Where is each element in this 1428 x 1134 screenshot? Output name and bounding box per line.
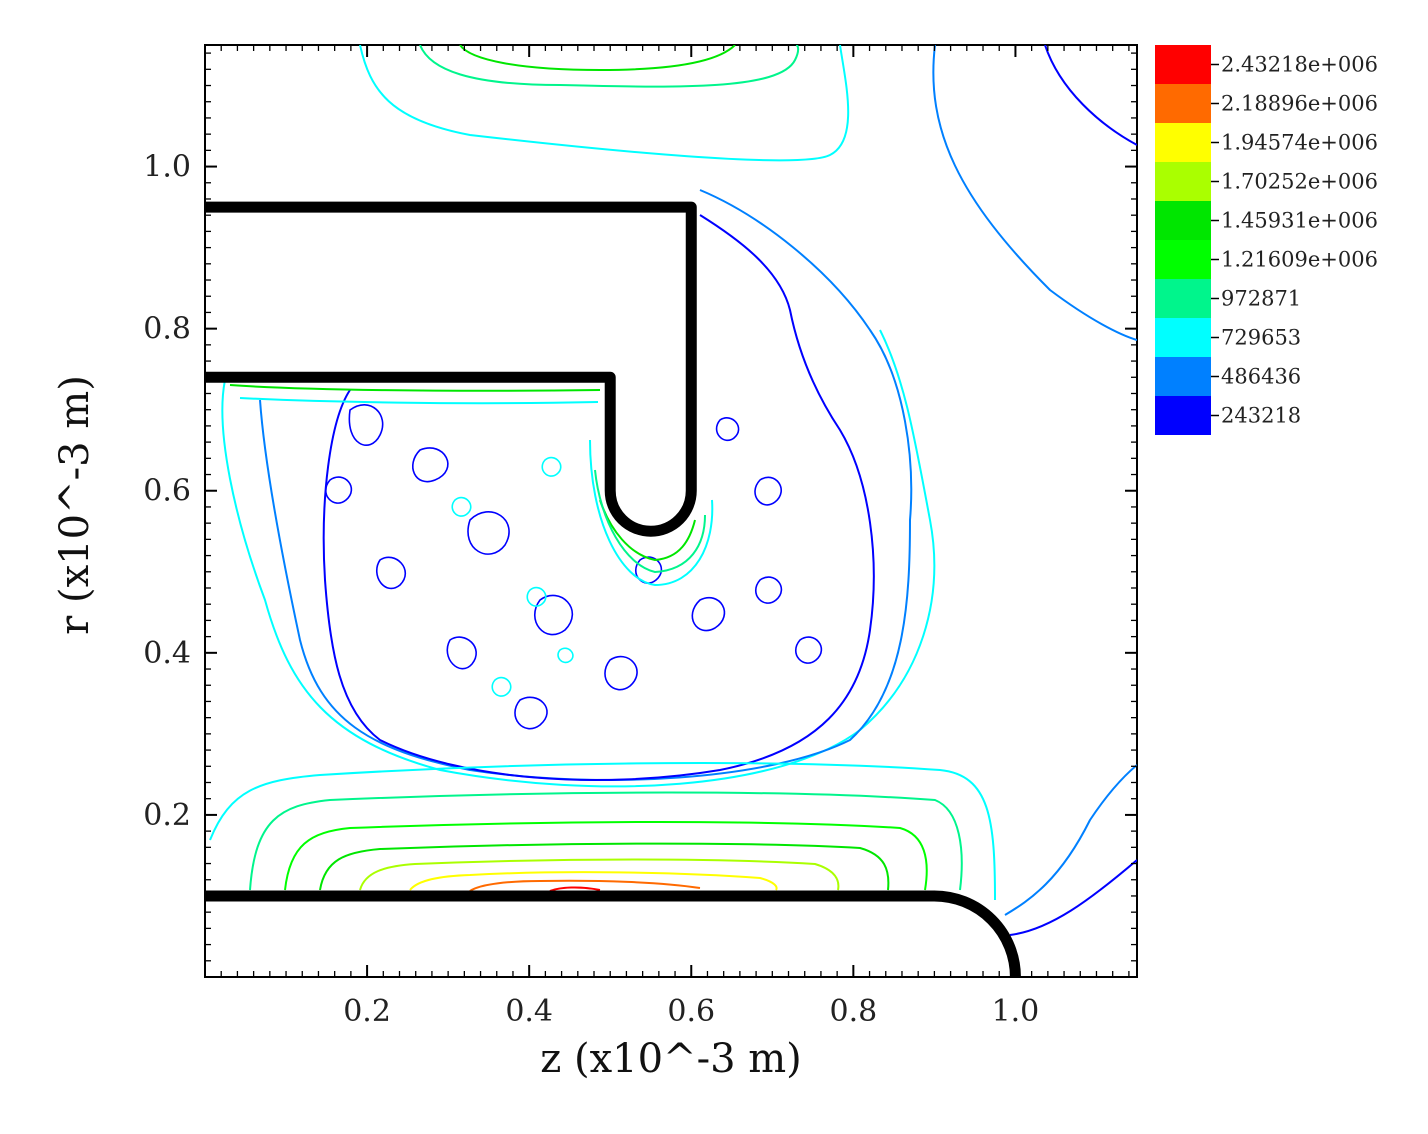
lower-electrode [205, 890, 1021, 978]
x-tick-label: 0.6 [667, 994, 715, 1029]
contour-under-upper-2 [239, 397, 599, 405]
contour-top-outer [359, 45, 850, 162]
colorbar-swatch [1155, 162, 1211, 201]
contour-br-1 [1004, 764, 1137, 916]
x-tick-label: 0.4 [505, 994, 553, 1029]
contour-under-upper [229, 384, 601, 392]
x-tick-label: 0.2 [343, 994, 391, 1029]
y-tick-label: 0.4 [143, 636, 191, 671]
contour-bottom-3 [284, 821, 928, 891]
colorbar-label: 243218 [1221, 404, 1301, 428]
colorbar-label: 2.43218e+006 [1221, 53, 1378, 77]
y-axis-title: r (x10^-3 m) [52, 375, 98, 635]
y-tick-label: 0.6 [143, 474, 191, 509]
y-tick-label: 0.2 [143, 798, 191, 833]
colorbar-label: 1.70252e+006 [1221, 170, 1378, 194]
contour-tip-3 [589, 439, 714, 587]
y-tick-label: 0.8 [143, 312, 191, 347]
colorbar-swatch [1155, 396, 1211, 435]
colorbar-swatch [1155, 357, 1211, 396]
contour-lobe-inner [322, 214, 875, 781]
upper-electrode [205, 201, 697, 537]
contour-bottom-8 [549, 886, 601, 892]
colorbar-label: 1.45931e+006 [1221, 209, 1378, 233]
x-axis-ticks: 0.2 0.4 0.6 0.8 1.0 [220, 45, 1130, 1029]
colorbar-swatch [1155, 201, 1211, 240]
colorbar-label: 2.18896e+006 [1221, 92, 1378, 116]
contour-right-1 [932, 45, 1137, 341]
colorbar-legend: 2.43218e+006 2.18896e+006 1.94574e+006 1.70… [1155, 45, 1378, 435]
colorbar-swatch [1155, 318, 1211, 357]
contour-interior-hotspots [451, 456, 574, 697]
y-tick-label: 1.0 [143, 150, 191, 185]
colorbar-label: 729653 [1221, 326, 1301, 350]
contour-bottom-2 [249, 791, 963, 891]
colorbar-swatch [1155, 240, 1211, 279]
contour-tip-2 [594, 469, 706, 574]
y-axis-ticks: 0.2 0.4 0.6 0.8 1.0 [143, 52, 1137, 962]
contour-right-2 [1044, 45, 1137, 146]
colorbar-swatch [1155, 84, 1211, 123]
contour-lobe-mid [259, 189, 913, 781]
contour-bottom-6 [409, 871, 778, 891]
contour-bottom-4 [319, 842, 890, 891]
contour-lobe-outer [221, 329, 936, 788]
colorbar-label: 486436 [1221, 365, 1301, 389]
x-tick-label: 1.0 [992, 994, 1040, 1029]
contour-top-mid [419, 45, 800, 88]
colorbar-label: 1.21609e+006 [1221, 248, 1378, 272]
contour-tip-1 [599, 499, 696, 562]
colorbar-swatch [1155, 279, 1211, 318]
contour-br-2 [1009, 859, 1137, 936]
contour-interior-blobs [324, 404, 823, 730]
contour-bottom-5 [359, 858, 840, 891]
contour-bottom-1 [209, 762, 996, 901]
contour-top-inner [459, 45, 736, 72]
colorbar-swatch [1155, 123, 1211, 162]
colorbar-label: 1.94574e+006 [1221, 131, 1378, 155]
x-tick-label: 0.8 [829, 994, 877, 1029]
x-axis-title: z (x10^-3 m) [540, 1036, 802, 1082]
colorbar-swatch [1155, 45, 1211, 84]
plot-area [204, 44, 1138, 978]
colorbar-label: 972871 [1221, 287, 1301, 311]
contour-bottom-7 [469, 879, 701, 892]
contour-lines [209, 45, 1137, 936]
